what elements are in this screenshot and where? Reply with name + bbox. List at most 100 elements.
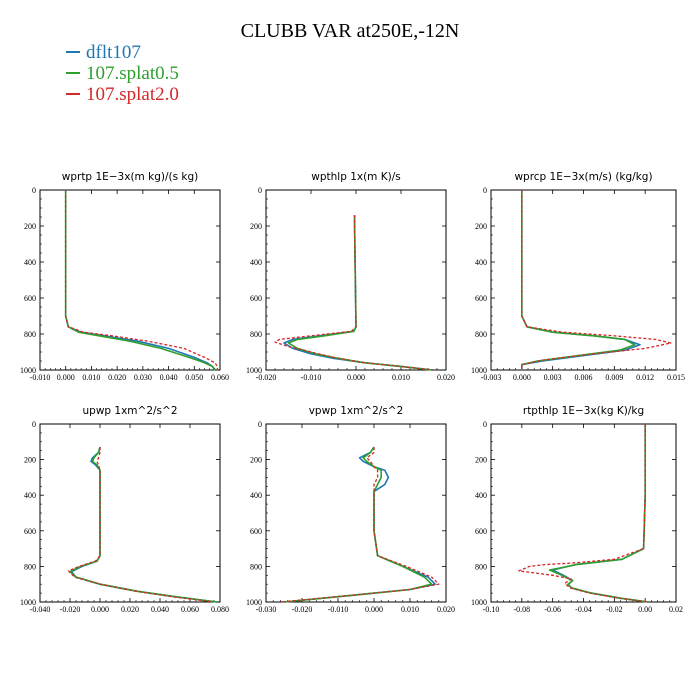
x-tick-label: -0.10 <box>483 605 500 614</box>
y-tick-label: 1000 <box>20 366 36 375</box>
x-tick-label: 0.020 <box>121 605 139 614</box>
legend-label: 107.splat2.0 <box>86 84 179 105</box>
legend-label: 107.splat0.5 <box>86 63 179 84</box>
x-tick-label: 0.080 <box>211 605 229 614</box>
series-line-0 <box>520 190 641 370</box>
x-tick-label: 0.020 <box>108 373 126 382</box>
x-tick-label: 0.010 <box>401 605 419 614</box>
x-tick-label: 0.010 <box>392 373 410 382</box>
panel-title: wprcp 1E−3x(m/s) (kg/kg) <box>514 171 652 183</box>
panel-2: wprcp 1E−3x(m/s) (kg/kg) -0.003 0.000 0.003… <box>471 171 685 382</box>
y-tick-label: 400 <box>250 258 262 267</box>
y-tick-label: 200 <box>475 456 487 465</box>
x-tick-label: -0.010 <box>328 605 349 614</box>
x-tick-label: 0.02 <box>669 605 683 614</box>
x-tick-label: 0.020 <box>437 373 455 382</box>
x-tick-label: -0.08 <box>513 605 530 614</box>
x-tick-label: 0.010 <box>82 373 100 382</box>
y-tick-label: 600 <box>475 527 487 536</box>
y-tick-label: 200 <box>24 222 36 231</box>
y-tick-label: 600 <box>250 294 262 303</box>
x-tick-label: 0.000 <box>347 373 365 382</box>
series-line-1 <box>69 446 218 603</box>
legend-swatch <box>66 50 80 53</box>
x-tick-label: 0.040 <box>160 373 178 382</box>
plot-frame <box>39 423 221 603</box>
y-tick-label: 600 <box>24 527 36 536</box>
y-tick-label: 400 <box>475 491 487 500</box>
series-line-2 <box>67 447 215 603</box>
plot-frame <box>39 189 221 371</box>
x-tick-label: -0.010 <box>30 373 51 382</box>
y-tick-label: 200 <box>250 222 262 231</box>
x-tick-label: 0.012 <box>636 373 654 382</box>
y-tick-label: 0 <box>32 420 36 429</box>
x-tick-label: 0.009 <box>605 373 623 382</box>
series-line-2 <box>65 190 219 370</box>
y-tick-label: 800 <box>475 330 487 339</box>
x-tick-label: -0.06 <box>544 605 561 614</box>
x-tick-label: 0.003 <box>544 373 562 382</box>
x-tick-label: -0.020 <box>256 373 277 382</box>
panel-title: wprtp 1E−3x(m kg)/(s kg) <box>62 171 199 183</box>
x-tick-label: 0.000 <box>91 605 109 614</box>
y-tick-label: 200 <box>475 222 487 231</box>
y-tick-label: 200 <box>250 456 262 465</box>
y-tick-label: 800 <box>24 330 36 339</box>
y-tick-label: 800 <box>475 562 487 571</box>
legend: dflt107 107.splat0.5 107.splat2.0 <box>66 42 179 105</box>
panel-1: wpthlp 1x(m K)/s -0.020 -0.010 0.000 0.010 0.… <box>246 171 455 382</box>
series-line-1 <box>64 190 216 371</box>
x-tick-label: 0.060 <box>211 373 229 382</box>
x-tick-label: 0.020 <box>437 605 455 614</box>
y-tick-label: 400 <box>24 258 36 267</box>
legend-item-dflt107: dflt107 <box>66 42 179 63</box>
panel-title: rtpthlp 1E−3x(kg K)/kg <box>523 405 644 417</box>
panel-5: rtpthlp 1E−3x(kg K)/kg -0.10 -0.08 -0.06 -0.… <box>471 405 683 614</box>
y-tick-label: 1000 <box>471 366 487 375</box>
series-line-2 <box>274 215 433 371</box>
y-tick-label: 800 <box>250 562 262 571</box>
series-line-1 <box>283 446 433 603</box>
series-line-2 <box>521 190 672 370</box>
plot-frame <box>490 423 677 603</box>
panel-4: vpwp 1xm^2/s^2 -0.030 -0.020 -0.010 0.000 0.0… <box>246 405 455 614</box>
series-line-2 <box>518 424 649 603</box>
y-tick-label: 0 <box>483 186 487 195</box>
legend-swatch <box>66 71 80 74</box>
legend-item-splat0-5: 107.splat0.5 <box>66 63 179 84</box>
y-tick-label: 1000 <box>471 598 487 607</box>
panel-title: upwp 1xm^2/s^2 <box>83 405 178 417</box>
panel-title: vpwp 1xm^2/s^2 <box>309 405 404 417</box>
y-tick-label: 0 <box>32 186 36 195</box>
x-tick-label: -0.010 <box>301 373 322 382</box>
series-line-0 <box>551 424 649 603</box>
y-tick-label: 400 <box>250 491 262 500</box>
y-tick-label: 600 <box>475 294 487 303</box>
series-line-0 <box>283 215 433 371</box>
series-line-1 <box>520 190 636 370</box>
legend-swatch <box>66 92 80 95</box>
x-tick-label: -0.040 <box>30 605 51 614</box>
legend-item-splat2-0: 107.splat2.0 <box>66 84 179 105</box>
y-tick-label: 0 <box>258 186 262 195</box>
y-tick-label: 1000 <box>246 598 262 607</box>
y-tick-label: 800 <box>24 562 36 571</box>
series-line-1 <box>287 215 433 371</box>
plot-frame <box>490 189 677 371</box>
x-tick-label: 0.006 <box>575 373 593 382</box>
x-tick-label: 0.000 <box>57 373 75 382</box>
x-tick-label: 0.00 <box>638 605 652 614</box>
y-tick-label: 400 <box>24 491 36 500</box>
series-line-0 <box>283 446 437 603</box>
panel-title: wpthlp 1x(m K)/s <box>311 171 401 183</box>
x-tick-label: 0.030 <box>134 373 152 382</box>
x-tick-label: -0.020 <box>60 605 81 614</box>
legend-label: dflt107 <box>86 42 141 63</box>
x-tick-label: 0.000 <box>513 373 531 382</box>
y-tick-label: 1000 <box>246 366 262 375</box>
y-tick-label: 600 <box>24 294 36 303</box>
y-tick-label: 400 <box>475 258 487 267</box>
x-tick-label: 0.050 <box>185 373 203 382</box>
